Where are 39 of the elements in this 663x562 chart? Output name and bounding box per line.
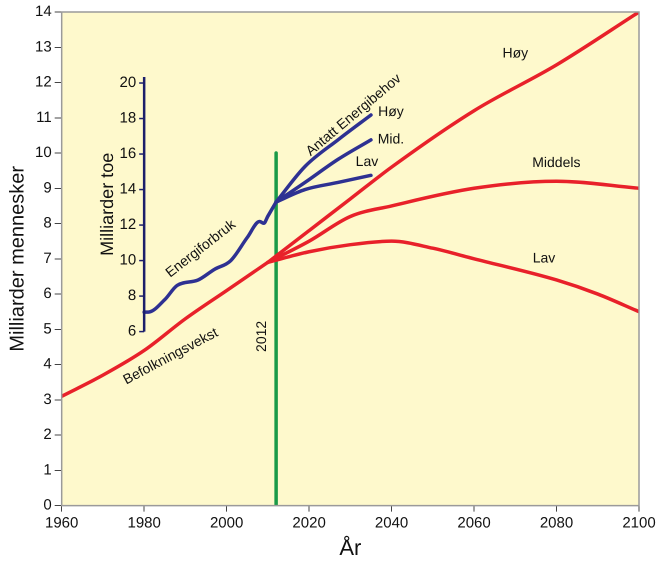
y-tick-label: 1: [43, 461, 52, 478]
x-tick-label: 2000: [210, 514, 244, 532]
x-tick-label: 2060: [457, 514, 491, 532]
x-tick-label: 2040: [374, 514, 408, 532]
y-tick-label: 5: [43, 320, 52, 338]
y2-tick-label: 20: [119, 74, 136, 92]
y-tick-label: 13: [34, 38, 52, 56]
y-tick-label: 14: [34, 3, 52, 20]
y2-tick-label: 8: [128, 287, 136, 304]
y-tick-label: 9: [43, 179, 52, 196]
y-axis-title: Milliarder mennesker: [6, 166, 29, 352]
y-tick-label: 7: [43, 250, 52, 267]
y-tick-label: 4: [43, 356, 52, 373]
y2-tick-label: 18: [119, 110, 136, 127]
y-tick-label: 3: [43, 390, 52, 408]
series-label: Høy: [502, 44, 528, 61]
y-tick-label: 6: [43, 285, 52, 302]
x-tick-label: 2100: [622, 514, 656, 532]
series-label: Middels: [532, 154, 580, 170]
y2-tick-label: 14: [119, 180, 136, 198]
x-tick-label: 1980: [127, 514, 161, 532]
x-tick-label: 2080: [540, 514, 574, 532]
y-tick-label: 10: [34, 144, 52, 162]
y-tick-label: 12: [34, 74, 52, 91]
series-label: Mid.: [378, 130, 404, 147]
y2-tick-label: 16: [119, 145, 136, 162]
y-tick-label: 0: [43, 496, 52, 514]
y2-tick-label: 10: [119, 252, 136, 269]
y-tick-label: 2: [43, 426, 52, 444]
x-tick-label: 1960: [44, 514, 78, 532]
text: 2012: [252, 320, 269, 352]
y-tick-label: 11: [36, 108, 52, 126]
series-label: Lav: [532, 250, 556, 266]
x-tick-label: 2020: [292, 514, 326, 532]
y2-tick-label: 12: [119, 216, 136, 234]
x-axis-title: År: [339, 534, 362, 560]
series-label: Lav: [356, 153, 378, 170]
y-tick-label: 8: [43, 214, 52, 232]
y2-axis-title: Milliarder toe: [97, 152, 118, 256]
